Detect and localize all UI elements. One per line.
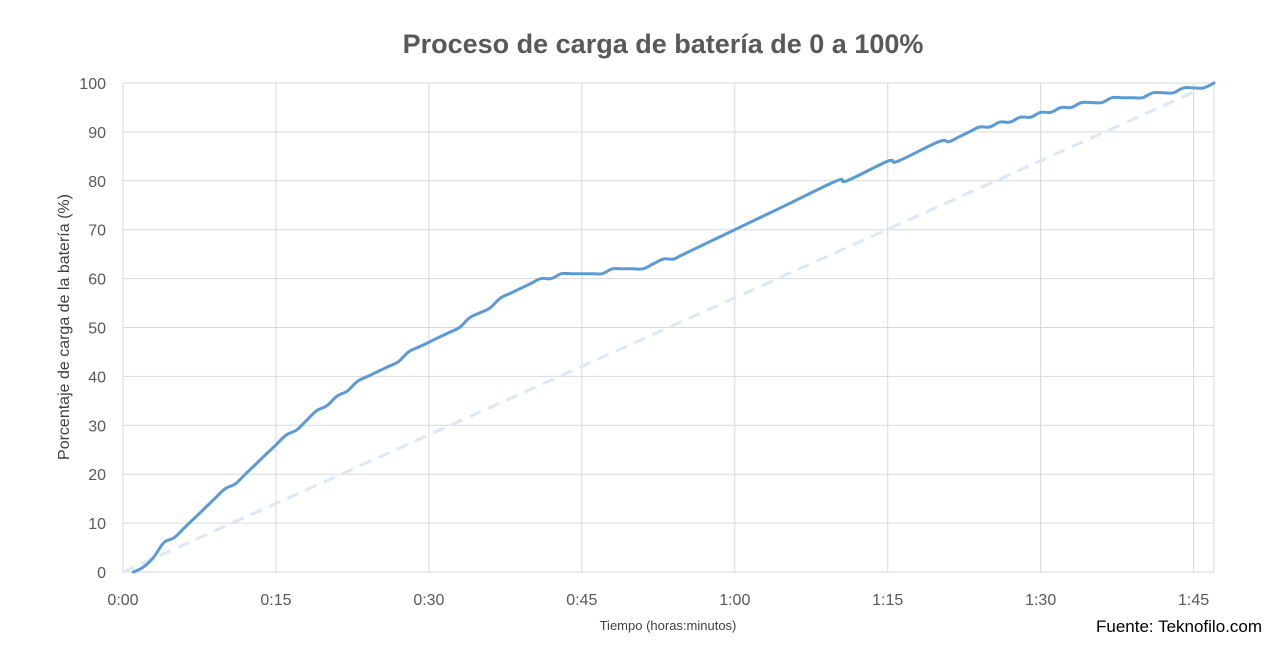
series-layer	[122, 81, 1216, 574]
y-tick-label: 30	[88, 418, 106, 435]
x-tick-label: 0:30	[413, 592, 444, 609]
y-tick-label: 50	[88, 321, 106, 338]
charge-curve-line	[131, 81, 1216, 574]
y-axis-label: Porcentaje de carga de la batería (%)	[56, 194, 73, 460]
y-tick-label: 60	[88, 272, 106, 289]
y-tick-label: 0	[97, 565, 106, 582]
y-tick-label: 40	[88, 369, 106, 386]
x-axis-label: Tiempo (horas:minutos)	[600, 618, 737, 633]
x-tick-label: 0:45	[566, 592, 597, 609]
source-credit: Fuente: Teknofilo.com	[1096, 617, 1262, 636]
y-tick-label: 90	[88, 125, 106, 142]
y-tick-label: 100	[79, 76, 106, 93]
y-tick-label: 70	[88, 223, 106, 240]
chart-title: Proceso de carga de batería de 0 a 100%	[403, 29, 924, 59]
x-tick-label: 1:45	[1178, 592, 1209, 609]
y-axis-ticks: 0 10 20 30 40 50 60 70 80 90 100	[79, 76, 106, 582]
x-tick-label: 1:30	[1025, 592, 1056, 609]
gridlines	[122, 82, 1215, 573]
y-tick-label: 20	[88, 467, 106, 484]
x-tick-label: 1:15	[872, 592, 903, 609]
y-tick-label: 10	[88, 516, 106, 533]
x-tick-label: 1:00	[719, 592, 750, 609]
x-tick-label: 0:00	[107, 592, 138, 609]
y-tick-label: 80	[88, 174, 106, 191]
x-axis-ticks: 0:00 0:15 0:30 0:45 1:00 1:15 1:30 1:45	[107, 592, 1209, 609]
x-tick-label: 0:15	[260, 592, 291, 609]
